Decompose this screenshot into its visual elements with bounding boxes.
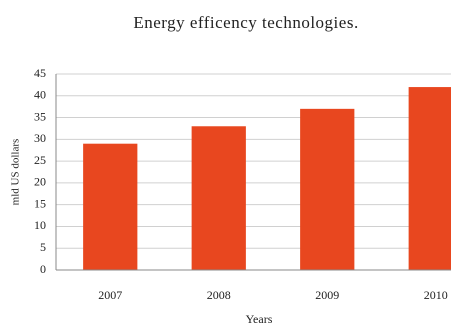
bar — [408, 87, 451, 270]
x-axis-label: Years — [246, 312, 273, 325]
y-tick-label: 5 — [40, 240, 46, 254]
x-tick-label: 2007 — [98, 288, 122, 302]
y-tick-label: 10 — [34, 218, 46, 232]
bar — [83, 143, 138, 270]
y-tick-label: 45 — [34, 66, 46, 80]
y-tick-label: 35 — [34, 109, 46, 123]
x-tick-label: 2009 — [315, 288, 339, 302]
bar — [191, 126, 246, 271]
y-tick-label: 15 — [34, 196, 46, 210]
x-tick-label: 2010 — [424, 288, 448, 302]
bar — [300, 108, 355, 270]
y-tick-label: 0 — [40, 262, 46, 276]
y-tick-label: 25 — [34, 153, 46, 167]
y-tick-label: 20 — [34, 175, 46, 189]
chart-title: Energy efficency technologies. — [133, 13, 358, 32]
y-axis-label: mld US dollars — [10, 139, 22, 206]
x-tick-label: 2008 — [207, 288, 231, 302]
y-tick-label: 30 — [34, 131, 46, 145]
y-tick-label: 40 — [34, 88, 46, 102]
